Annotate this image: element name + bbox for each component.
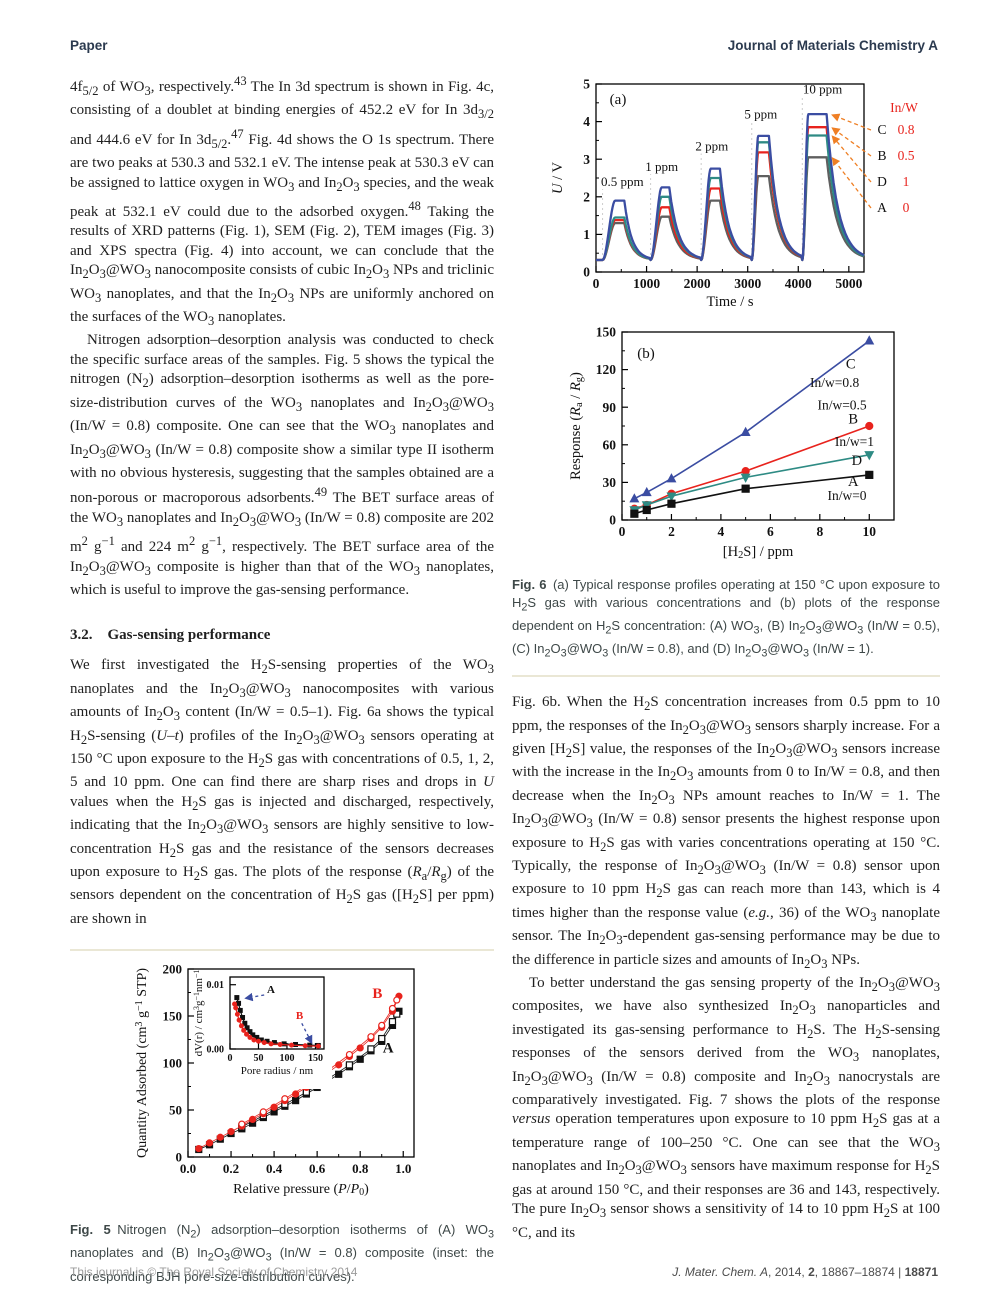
- svg-text:100: 100: [279, 1053, 294, 1064]
- svg-text:200: 200: [163, 962, 183, 977]
- section-heading: 3.2. Gas-sensing performance: [70, 627, 271, 644]
- figure5-isotherm-chart: 0.0 0.2 0.4 0.6 0.8 1.0 0 50 100 150 200 Relative p…: [134, 962, 415, 1198]
- svg-text:In/w=0.5: In/w=0.5: [817, 398, 866, 413]
- svg-text:0.0: 0.0: [180, 1161, 196, 1176]
- svg-text:1 ppm: 1 ppm: [645, 159, 678, 174]
- left-column: 4f5/2 of WO3, respectively.43 The In 3d …: [70, 72, 494, 1285]
- svg-text:30: 30: [603, 475, 617, 490]
- page-footer: This journal is © The Royal Society of C…: [70, 1265, 938, 1279]
- svg-text:0.5 ppm: 0.5 ppm: [601, 174, 644, 189]
- svg-text:1.0: 1.0: [395, 1161, 411, 1176]
- svg-text:0: 0: [619, 524, 626, 539]
- svg-text:Pore radius / nm: Pore radius / nm: [241, 1065, 314, 1077]
- svg-text:1000: 1000: [633, 276, 660, 291]
- svg-text:A: A: [877, 200, 887, 215]
- svg-text:0.2: 0.2: [223, 1161, 239, 1176]
- svg-text:4: 4: [718, 524, 725, 539]
- svg-text:8: 8: [816, 524, 823, 539]
- svg-text:0.8: 0.8: [352, 1161, 369, 1176]
- svg-text:C: C: [877, 122, 886, 137]
- svg-text:0.01: 0.01: [207, 980, 225, 991]
- citation-page-number: J. Mater. Chem. A, 2014, 2, 18867–18874 …: [672, 1265, 938, 1279]
- svg-text:D: D: [852, 453, 862, 469]
- svg-text:2: 2: [668, 524, 675, 539]
- svg-text:0.5: 0.5: [898, 148, 915, 163]
- svg-text:[H2S] / ppm: [H2S] / ppm: [723, 544, 794, 561]
- svg-text:Relative pressure (P/P0): Relative pressure (P/P0): [233, 1182, 369, 1198]
- svg-text:5 ppm: 5 ppm: [744, 106, 777, 121]
- svg-text:10 ppm: 10 ppm: [803, 81, 842, 96]
- copyright-notice: This journal is © The Royal Society of C…: [70, 1265, 358, 1279]
- svg-text:(a): (a): [610, 92, 627, 108]
- svg-text:C: C: [846, 356, 856, 372]
- svg-text:50: 50: [253, 1053, 263, 1064]
- body-paragraph: Nitrogen adsorption–desorption analysis …: [70, 332, 495, 598]
- svg-text:150: 150: [163, 1009, 183, 1024]
- svg-text:Response (Ra / Rg): Response (Ra / Rg): [568, 372, 585, 480]
- caption-divider: [512, 675, 940, 678]
- svg-text:0.8: 0.8: [898, 122, 915, 137]
- svg-text:U / V: U / V: [550, 161, 566, 194]
- svg-text:dV(r) / cm3g−1nm−1: dV(r) / cm3g−1nm−1: [192, 970, 205, 1057]
- svg-text:A: A: [267, 984, 275, 996]
- svg-text:90: 90: [603, 400, 617, 415]
- svg-text:4000: 4000: [785, 276, 812, 291]
- header-section-label: Paper: [70, 38, 108, 53]
- svg-text:10: 10: [863, 524, 877, 539]
- figure6b-response-concentration-chart: 0 2 4 6 8 10 0 30 60 90 120 150 [H2S] / ppm Response …: [568, 325, 895, 561]
- svg-text:In/W: In/W: [890, 100, 918, 115]
- figure5-caption: Fig. 5 Nitrogen (N2) adsorption–desorpti…: [70, 1222, 495, 1284]
- body-paragraph: We first investigated the H2S-sensing pr…: [70, 657, 495, 927]
- svg-text:150: 150: [308, 1053, 323, 1064]
- svg-text:4: 4: [583, 114, 590, 129]
- header-journal-title: Journal of Materials Chemistry A: [727, 38, 938, 53]
- svg-text:60: 60: [603, 437, 617, 452]
- svg-text:B: B: [877, 148, 886, 163]
- svg-text:3: 3: [583, 152, 590, 167]
- svg-text:A: A: [383, 1041, 394, 1057]
- svg-text:6: 6: [767, 524, 774, 539]
- svg-text:2: 2: [583, 189, 590, 204]
- svg-text:5: 5: [583, 77, 590, 92]
- svg-text:B: B: [372, 986, 382, 1002]
- body-paragraph: To better understand the gas sensing pro…: [512, 975, 941, 1241]
- svg-text:0: 0: [903, 200, 910, 215]
- svg-text:0: 0: [609, 513, 616, 528]
- svg-text:2000: 2000: [684, 276, 711, 291]
- svg-text:(b): (b): [637, 346, 655, 362]
- svg-text:D: D: [877, 174, 887, 189]
- figure6a-response-profile-chart: 0 1000 2000 3000 4000 5000 0 1 2 3 4 5 Time / s U / V…: [550, 77, 918, 310]
- svg-text:1: 1: [903, 174, 910, 189]
- body-paragraph: 4f5/2 of WO3, respectively.43 The In 3d …: [70, 74, 494, 329]
- svg-text:In/w=1: In/w=1: [835, 434, 874, 449]
- svg-text:A: A: [848, 474, 859, 490]
- svg-text:100: 100: [163, 1056, 183, 1071]
- svg-text:B: B: [848, 411, 858, 427]
- svg-text:0.00: 0.00: [207, 1045, 225, 1056]
- figure-divider: [70, 949, 494, 952]
- svg-text:0.4: 0.4: [266, 1161, 283, 1176]
- page-header: Paper Journal of Materials Chemistry A: [70, 38, 938, 53]
- svg-text:0: 0: [583, 265, 590, 280]
- svg-text:Time / s: Time / s: [706, 294, 753, 310]
- figure6-caption: Fig. 6 (a) Typical response profiles ope…: [512, 577, 940, 660]
- svg-text:1: 1: [583, 227, 590, 242]
- svg-text:2 ppm: 2 ppm: [695, 138, 728, 153]
- svg-text:5000: 5000: [835, 276, 862, 291]
- svg-text:0.6: 0.6: [309, 1161, 326, 1176]
- svg-text:In/w=0.8: In/w=0.8: [810, 375, 859, 390]
- svg-text:150: 150: [596, 325, 617, 340]
- svg-text:3000: 3000: [734, 276, 761, 291]
- svg-text:0: 0: [176, 1150, 183, 1165]
- svg-text:B: B: [296, 1010, 304, 1022]
- svg-text:0: 0: [593, 276, 600, 291]
- svg-text:120: 120: [596, 362, 617, 377]
- svg-text:0: 0: [228, 1053, 233, 1064]
- svg-text:In/w=0: In/w=0: [827, 488, 866, 503]
- svg-text:Quantity Adsorbed (cm3 g−1 STP: Quantity Adsorbed (cm3 g−1 STP): [134, 968, 150, 1158]
- svg-text:50: 50: [169, 1103, 182, 1118]
- body-paragraph: Fig. 6b. When the H2S concentration incr…: [512, 694, 941, 971]
